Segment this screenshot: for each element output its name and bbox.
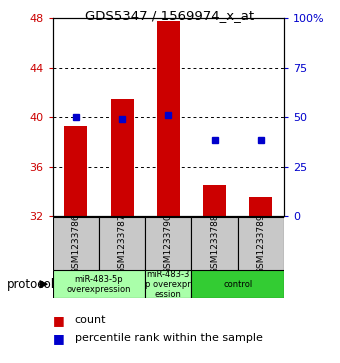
Bar bbox=[249, 197, 272, 216]
Bar bbox=[145, 217, 191, 270]
Bar bbox=[191, 217, 238, 270]
Bar bbox=[191, 270, 284, 298]
Text: ■: ■ bbox=[53, 314, 65, 327]
Bar bbox=[145, 270, 191, 298]
Text: count: count bbox=[75, 315, 106, 325]
Text: GSM1233787: GSM1233787 bbox=[118, 213, 126, 274]
Text: ■: ■ bbox=[53, 332, 65, 345]
Bar bbox=[110, 98, 134, 216]
Bar bbox=[157, 21, 180, 216]
Text: control: control bbox=[223, 280, 252, 289]
Bar bbox=[203, 185, 226, 216]
Text: miR-483-5p
overexpression: miR-483-5p overexpression bbox=[67, 275, 131, 294]
Text: protocol: protocol bbox=[7, 278, 55, 291]
Text: GDS5347 / 1569974_x_at: GDS5347 / 1569974_x_at bbox=[85, 9, 255, 22]
Text: GSM1233789: GSM1233789 bbox=[256, 213, 265, 274]
Text: miR-483-3
p overexpr
ession: miR-483-3 p overexpr ession bbox=[146, 269, 191, 299]
Bar bbox=[99, 217, 145, 270]
Bar bbox=[53, 217, 99, 270]
Text: GSM1233788: GSM1233788 bbox=[210, 213, 219, 274]
Text: percentile rank within the sample: percentile rank within the sample bbox=[75, 333, 263, 343]
Text: GSM1233790: GSM1233790 bbox=[164, 213, 173, 274]
Bar bbox=[238, 217, 284, 270]
Text: GSM1233786: GSM1233786 bbox=[71, 213, 80, 274]
Bar bbox=[64, 126, 87, 216]
Bar bbox=[53, 270, 145, 298]
